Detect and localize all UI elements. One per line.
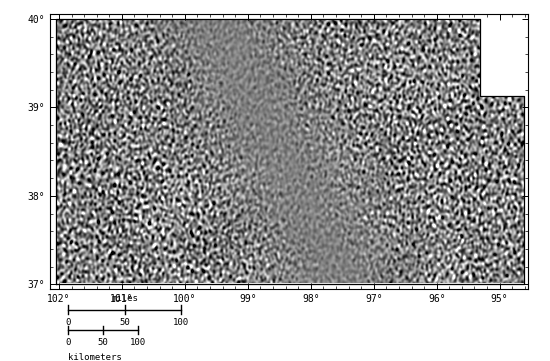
- Text: 100: 100: [130, 338, 146, 347]
- Text: 0: 0: [65, 338, 71, 347]
- Text: 0: 0: [65, 318, 71, 327]
- Text: 50: 50: [98, 338, 108, 347]
- Text: kilometers: kilometers: [68, 353, 122, 361]
- Text: miles: miles: [111, 294, 138, 303]
- Text: 50: 50: [119, 318, 130, 327]
- Text: 100: 100: [173, 318, 189, 327]
